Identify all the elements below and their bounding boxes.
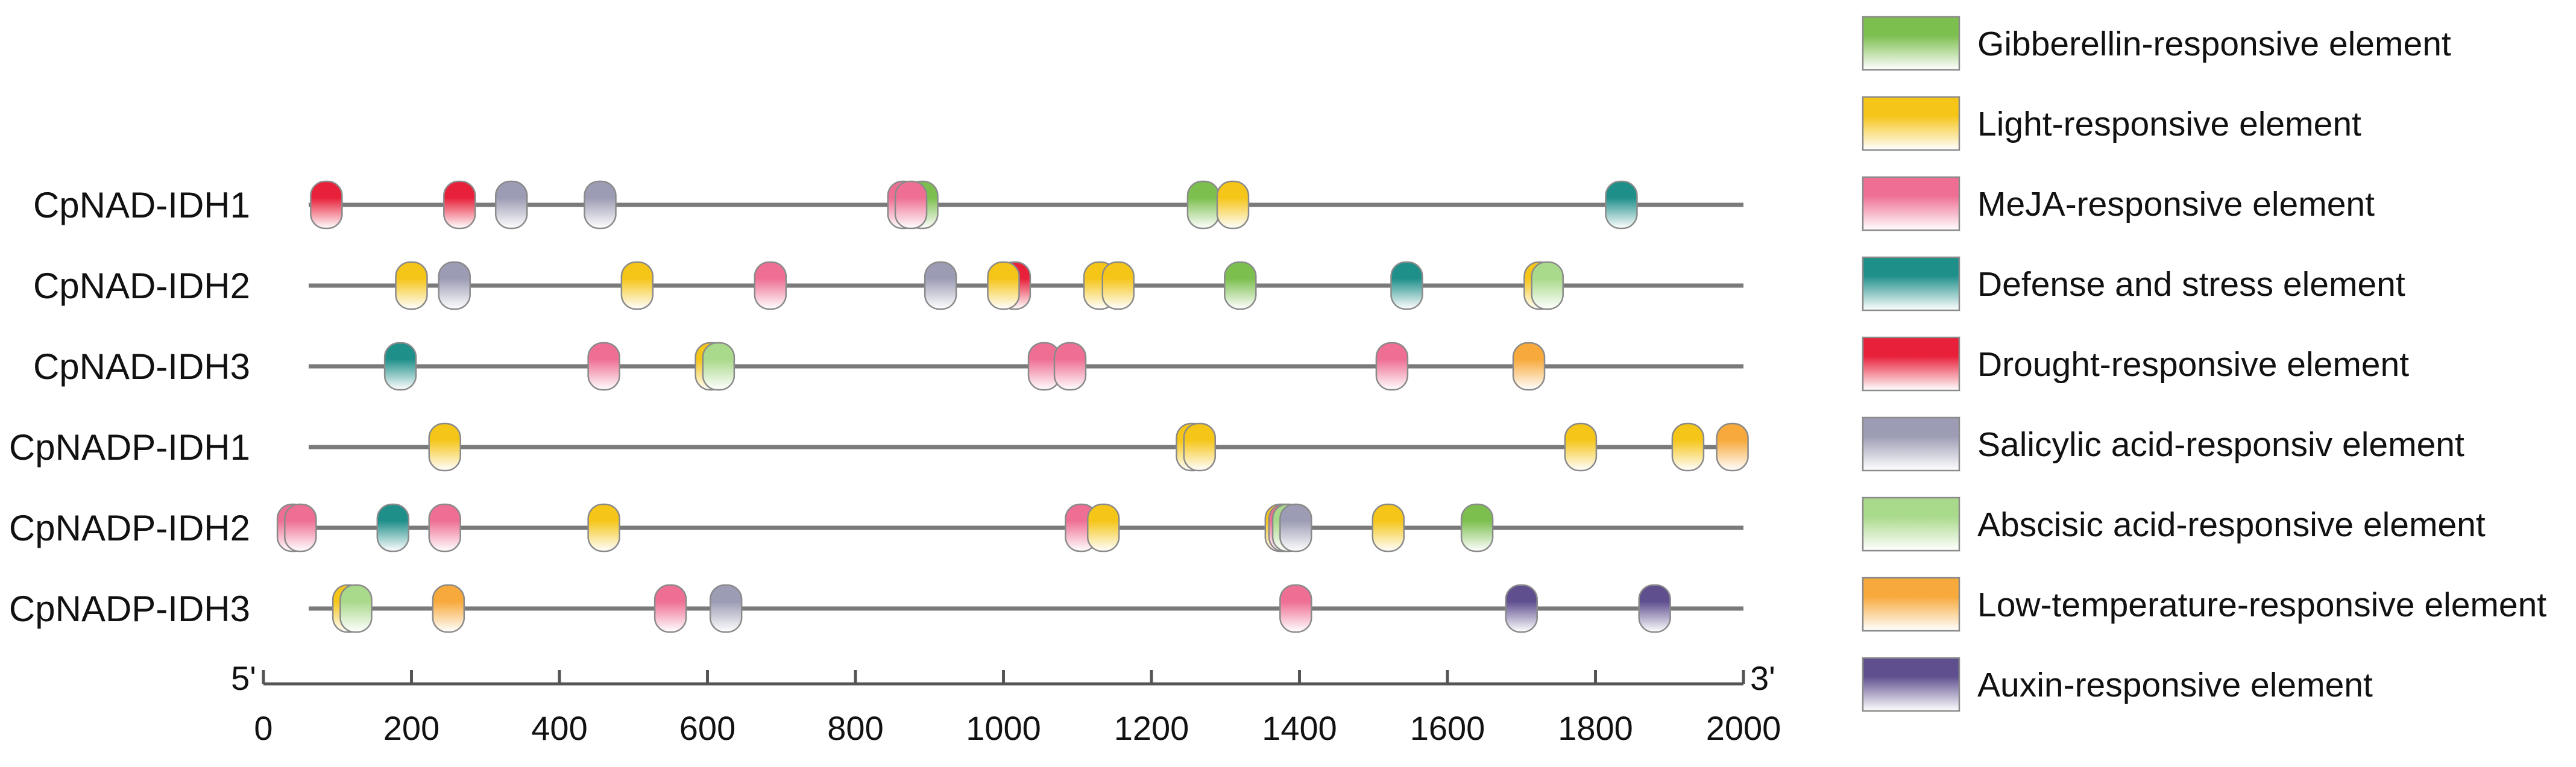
element-mark-light <box>1564 422 1598 472</box>
element-mark-meja <box>754 261 787 310</box>
element-mark-meja <box>1375 342 1409 391</box>
gene-rows: CpNAD-IDH1 CpNAD-IDH2 CpNAD-IDH3 CpNADP-IDH… <box>9 185 1743 629</box>
element-mark-light <box>1216 180 1250 230</box>
legend-label-drought: Drought-responsive element <box>1977 345 2409 384</box>
element-mark-lowtemp <box>432 584 465 633</box>
element-mark-light <box>395 261 428 310</box>
five-prime-label: 5' <box>231 659 256 697</box>
element-mark-abscisic <box>339 584 373 633</box>
element-mark-salicylic <box>1279 503 1312 553</box>
element-mark-salicylic <box>494 180 528 230</box>
element-mark-defense <box>1390 261 1423 310</box>
legend-swatch-meja <box>1862 176 1960 231</box>
legend-label-meja: MeJA-responsive element <box>1977 185 2375 224</box>
legend-label-gibberellin: Gibberellin-responsive element <box>1977 25 2451 63</box>
element-mark-gibberellin <box>1186 180 1220 230</box>
element-mark-light <box>987 261 1020 310</box>
element-mark-light <box>587 503 620 553</box>
element-mark-gibberellin <box>1224 261 1257 310</box>
element-mark-drought <box>443 180 476 230</box>
gene-label: CpNAD-IDH2 <box>33 266 250 306</box>
element-mark-meja <box>428 503 461 553</box>
legend: Gibberellin-responsive element Light-resp… <box>1862 16 2546 712</box>
gene-label: CpNADP-IDH1 <box>9 427 250 468</box>
legend-swatch-auxin <box>1862 657 1960 712</box>
legend-label-abscisic: Abscisic acid-responsive element <box>1977 506 2486 544</box>
legend-swatch-defense <box>1862 256 1960 311</box>
element-mark-defense <box>1605 180 1638 230</box>
legend-label-salicylic: Salicylic acid-responsiv element <box>1977 425 2464 464</box>
x-tick-label: 200 <box>383 709 439 747</box>
x-axis: 5' 3' 0 200 400 600 800 1000 1200 1400 1600 1800 2… <box>231 659 1781 747</box>
element-mark-meja <box>284 503 317 553</box>
element-mark-light <box>1371 503 1405 553</box>
element-mark-abscisic <box>1531 261 1564 310</box>
legend-label-light: Light-responsive element <box>1977 105 2361 143</box>
x-tick-label: 1400 <box>1262 709 1337 747</box>
element-mark-abscisic <box>702 342 735 391</box>
element-mark-gibberellin <box>1460 503 1494 553</box>
element-mark-auxin <box>1505 584 1538 633</box>
x-tick-label: 1200 <box>1114 709 1189 747</box>
element-mark-drought <box>310 180 343 230</box>
x-tick-label: 600 <box>679 709 735 747</box>
x-tick-label: 400 <box>531 709 587 747</box>
element-mark-defense <box>383 342 417 391</box>
legend-label-defense: Defense and stress element <box>1977 265 2405 304</box>
element-mark-meja <box>1279 584 1312 633</box>
element-mark-salicylic <box>924 261 957 310</box>
gene-label: CpNAD-IDH1 <box>33 185 250 225</box>
legend-swatch-lowtemp <box>1862 577 1960 632</box>
x-tick-label: 800 <box>827 709 883 747</box>
legend-swatch-light <box>1862 96 1960 151</box>
element-mark-light <box>1086 503 1120 553</box>
legend-swatch-salicylic <box>1862 416 1960 472</box>
x-tick-label: 2000 <box>1706 709 1781 747</box>
element-mark-auxin <box>1638 584 1671 633</box>
element-mark-light <box>1183 422 1217 472</box>
element-mark-lowtemp <box>1716 422 1749 472</box>
legend-swatch-abscisic <box>1862 496 1960 552</box>
legend-swatch-gibberellin <box>1862 16 1960 71</box>
x-tick-label: 1800 <box>1558 709 1633 747</box>
element-mark-meja <box>1053 342 1087 391</box>
gene-label: CpNADP-IDH3 <box>9 589 250 629</box>
element-mark-light <box>1101 261 1135 310</box>
element-mark-meja <box>587 342 620 391</box>
x-tick-label: 1000 <box>966 709 1041 747</box>
three-prime-label: 3' <box>1750 659 1775 697</box>
legend-swatch-drought <box>1862 336 1960 392</box>
legend-label-lowtemp: Low-temperature-responsive element <box>1977 586 2546 624</box>
x-tick-label: 1600 <box>1410 709 1485 747</box>
element-marks <box>276 180 1749 633</box>
element-mark-light <box>428 422 461 472</box>
element-mark-salicylic <box>438 261 471 310</box>
element-mark-light <box>620 261 654 310</box>
gene-label: CpNADP-IDH2 <box>9 508 250 548</box>
x-ticks: 0 200 400 600 800 1000 1200 1400 1600 1800 2000 <box>254 670 1781 747</box>
element-mark-lowtemp <box>1512 342 1546 391</box>
element-mark-salicylic <box>709 584 743 633</box>
gene-label: CpNAD-IDH3 <box>33 346 250 387</box>
element-mark-salicylic <box>584 180 617 230</box>
element-mark-defense <box>376 503 410 553</box>
legend-label-auxin: Auxin-responsive element <box>1977 666 2373 704</box>
element-mark-light <box>1671 422 1705 472</box>
element-mark-meja <box>894 180 928 230</box>
element-mark-meja <box>653 584 687 633</box>
x-tick-label: 0 <box>254 709 272 747</box>
